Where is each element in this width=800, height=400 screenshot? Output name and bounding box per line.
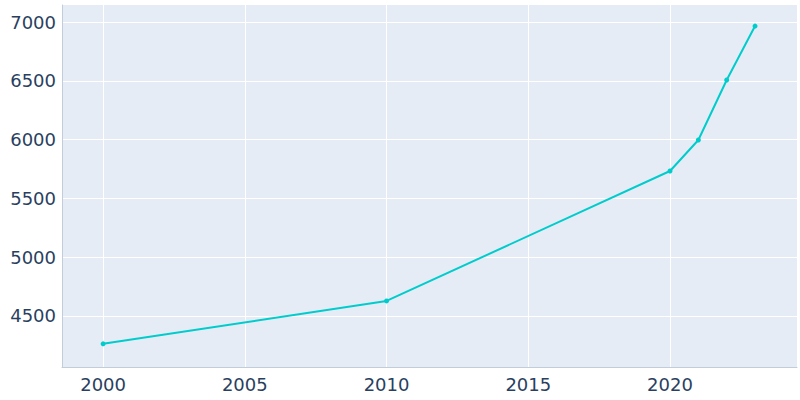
svg-text:7000: 7000 <box>10 12 56 33</box>
svg-text:2020: 2020 <box>647 374 693 395</box>
svg-text:2015: 2015 <box>505 374 551 395</box>
svg-text:5000: 5000 <box>10 247 56 268</box>
svg-text:6500: 6500 <box>10 70 56 91</box>
svg-text:6000: 6000 <box>10 129 56 150</box>
svg-text:5500: 5500 <box>10 188 56 209</box>
svg-text:2005: 2005 <box>222 374 268 395</box>
svg-text:2010: 2010 <box>364 374 410 395</box>
svg-text:4500: 4500 <box>10 305 56 326</box>
svg-text:2000: 2000 <box>80 374 126 395</box>
